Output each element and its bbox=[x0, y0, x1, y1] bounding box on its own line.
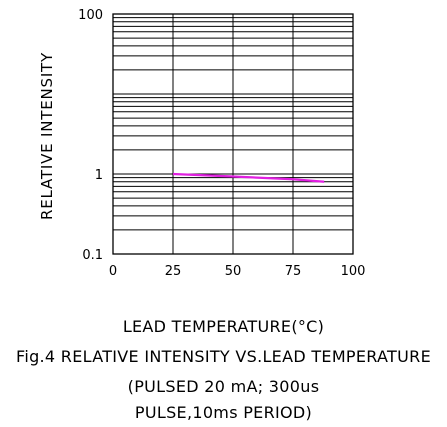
grid-lines bbox=[113, 14, 353, 254]
x-tick-labels: 0 25 50 75 100 bbox=[109, 264, 366, 279]
x-tick-label: 0 bbox=[109, 264, 117, 279]
x-axis-label: LEAD TEMPERATURE(°C) bbox=[122, 317, 325, 336]
figure-caption: Fig.4 RELATIVE INTENSITY VS.LEAD TEMPERA… bbox=[16, 347, 431, 366]
series-line bbox=[172, 172, 325, 183]
y-axis-label: RELATIVE INTENSITY bbox=[38, 52, 56, 220]
y-tick-labels: 100 1 0.1 bbox=[78, 8, 103, 263]
y-tick-label: 1 bbox=[95, 168, 103, 183]
plot-frame bbox=[112, 13, 354, 255]
y-tick-label: 100 bbox=[78, 8, 103, 23]
y-tick-label: 0.1 bbox=[82, 248, 103, 263]
series-layer bbox=[172, 172, 325, 183]
x-tick-label: 50 bbox=[225, 264, 242, 279]
x-tick-label: 25 bbox=[165, 264, 182, 279]
conditions-line-1: (PULSED 20 mA; 300us bbox=[127, 377, 320, 396]
x-tick-label: 75 bbox=[285, 264, 302, 279]
x-tick-label: 100 bbox=[341, 264, 366, 279]
conditions-line-2: PULSE,10ms PERIOD) bbox=[134, 403, 313, 422]
chart-plot: 0 25 50 75 100 100 1 0.1 RELATIVE INTENSITY bbox=[38, 8, 366, 279]
